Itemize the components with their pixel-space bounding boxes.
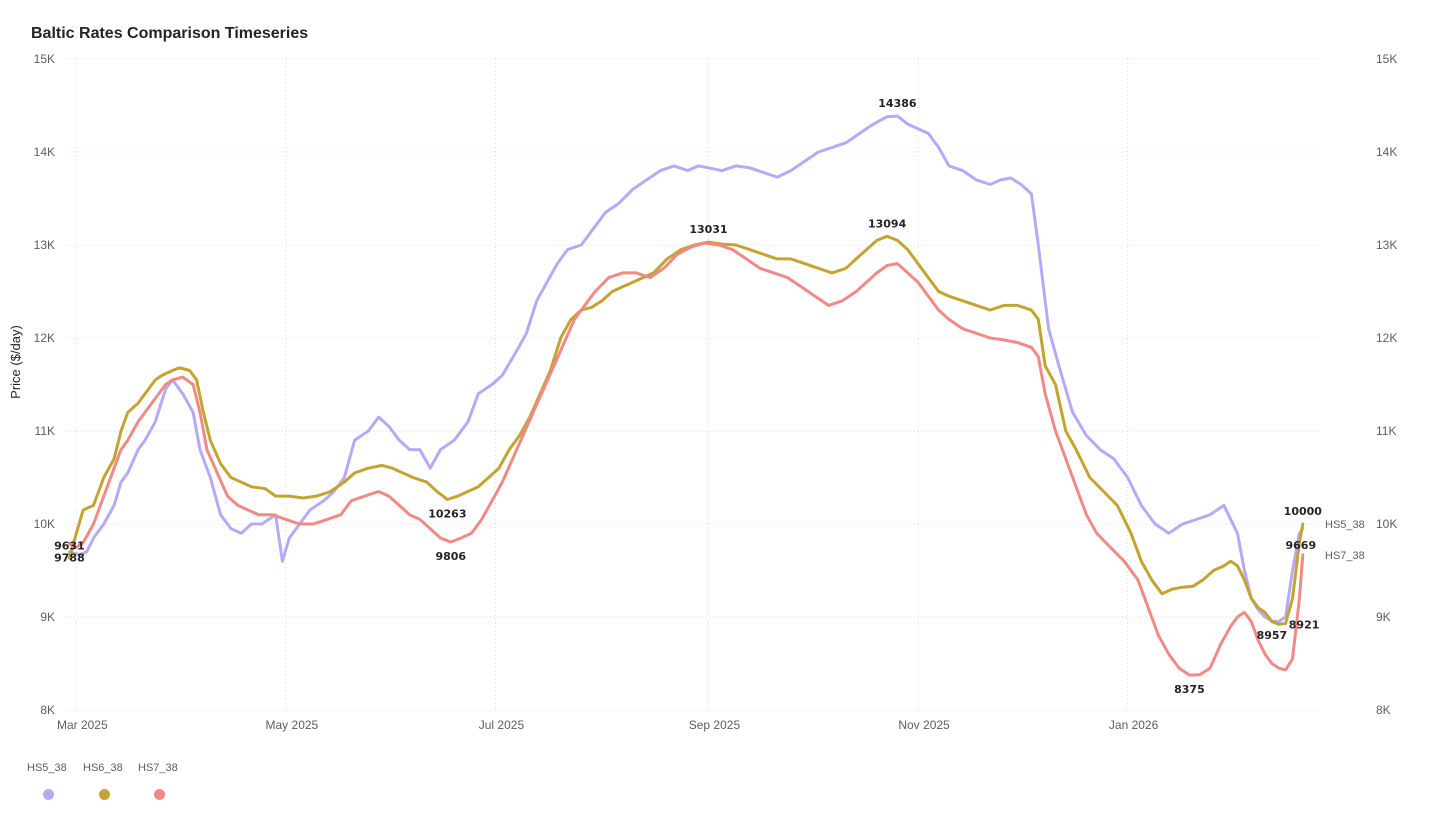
data-label: 13094 bbox=[868, 217, 907, 230]
legend-item-hs7[interactable]: HS7_38 bbox=[138, 760, 198, 810]
legend-dot-hs5 bbox=[43, 789, 54, 800]
y-tick-label-left: 8K bbox=[40, 703, 55, 717]
data-label: 10000 bbox=[1284, 505, 1323, 518]
legend-label-hs6: HS6_38 bbox=[83, 762, 123, 774]
y-tick-label-left: 13K bbox=[34, 238, 55, 252]
y-tick-label-right: 9K bbox=[1376, 610, 1391, 624]
y-tick-label-right: 15K bbox=[1376, 52, 1397, 66]
series-line-hs6-38[interactable] bbox=[67, 234, 1305, 626]
data-label: 13031 bbox=[689, 223, 727, 236]
legend-item-hs6[interactable]: HS6_38 bbox=[83, 760, 143, 810]
y-tick-label-right: 12K bbox=[1376, 331, 1397, 345]
x-tick-label: May 2025 bbox=[266, 718, 319, 732]
data-label: 8957 bbox=[1257, 629, 1288, 642]
y-tick-label-right: 8K bbox=[1376, 703, 1391, 717]
legend-item-hs5[interactable]: HS5_38 bbox=[27, 760, 87, 810]
y-axis-title: Price ($/day) bbox=[8, 325, 23, 399]
data-label: 14386 bbox=[878, 97, 917, 110]
x-axis: Mar 2025 May 2025 Jul 2025 Sep 2025 Nov 2025… bbox=[57, 718, 1159, 732]
y-axis-right: 8K 9K 10K 11K 12K 13K 14K 15K bbox=[1376, 52, 1397, 717]
y-tick-label-left: 14K bbox=[34, 145, 55, 159]
legend-dot-hs7 bbox=[154, 789, 165, 800]
legend-label-hs7: HS7_38 bbox=[138, 762, 178, 774]
y-tick-label-right: 10K bbox=[1376, 517, 1397, 531]
gridlines bbox=[66, 58, 1320, 711]
series-line-hs5-38[interactable] bbox=[67, 114, 1305, 624]
x-tick-label: Jul 2025 bbox=[479, 718, 525, 732]
legend-dot-hs6 bbox=[99, 789, 110, 800]
series-line-hs7-38[interactable] bbox=[67, 241, 1305, 677]
data-label: 10263 bbox=[428, 508, 466, 521]
y-tick-label-left: 15K bbox=[34, 52, 55, 66]
series-end-labels: HS5_38 HS7_38 bbox=[1325, 519, 1365, 562]
data-label: 9806 bbox=[435, 550, 466, 563]
y-tick-label-left: 12K bbox=[34, 331, 55, 345]
series-lines bbox=[67, 114, 1305, 677]
series-end-label: HS5_38 bbox=[1325, 519, 1365, 531]
data-label: 9669 bbox=[1286, 539, 1317, 552]
x-tick-label: Sep 2025 bbox=[689, 718, 741, 732]
x-tick-label: Nov 2025 bbox=[898, 718, 950, 732]
y-tick-label-right: 13K bbox=[1376, 238, 1397, 252]
data-label: 9788 bbox=[54, 552, 85, 565]
data-label: 9631 bbox=[54, 539, 85, 552]
series-end-label: HS7_38 bbox=[1325, 550, 1365, 562]
x-tick-label: Mar 2025 bbox=[57, 718, 108, 732]
data-label: 8921 bbox=[1289, 618, 1320, 631]
chart-title: Baltic Rates Comparison Timeseries bbox=[31, 25, 309, 42]
y-axis-left: 8K 9K 10K 11K 12K 13K 14K 15K bbox=[34, 52, 55, 717]
line-chart: 8K 9K 10K 11K 12K 13K 14K 15K 8K 9K 10K 11K 12K 13K 1… bbox=[8, 52, 1397, 732]
y-tick-label-left: 9K bbox=[40, 610, 55, 624]
y-tick-label-left: 10K bbox=[34, 517, 55, 531]
y-tick-label-right: 14K bbox=[1376, 145, 1397, 159]
y-tick-label-left: 11K bbox=[35, 424, 55, 438]
data-label: 8375 bbox=[1174, 683, 1205, 696]
legend-label-hs5: HS5_38 bbox=[27, 762, 67, 774]
x-tick-label: Jan 2026 bbox=[1109, 718, 1159, 732]
legend: HS5_38 HS6_38 HS7_38 bbox=[27, 760, 227, 810]
y-tick-label-right: 11K bbox=[1376, 424, 1396, 438]
